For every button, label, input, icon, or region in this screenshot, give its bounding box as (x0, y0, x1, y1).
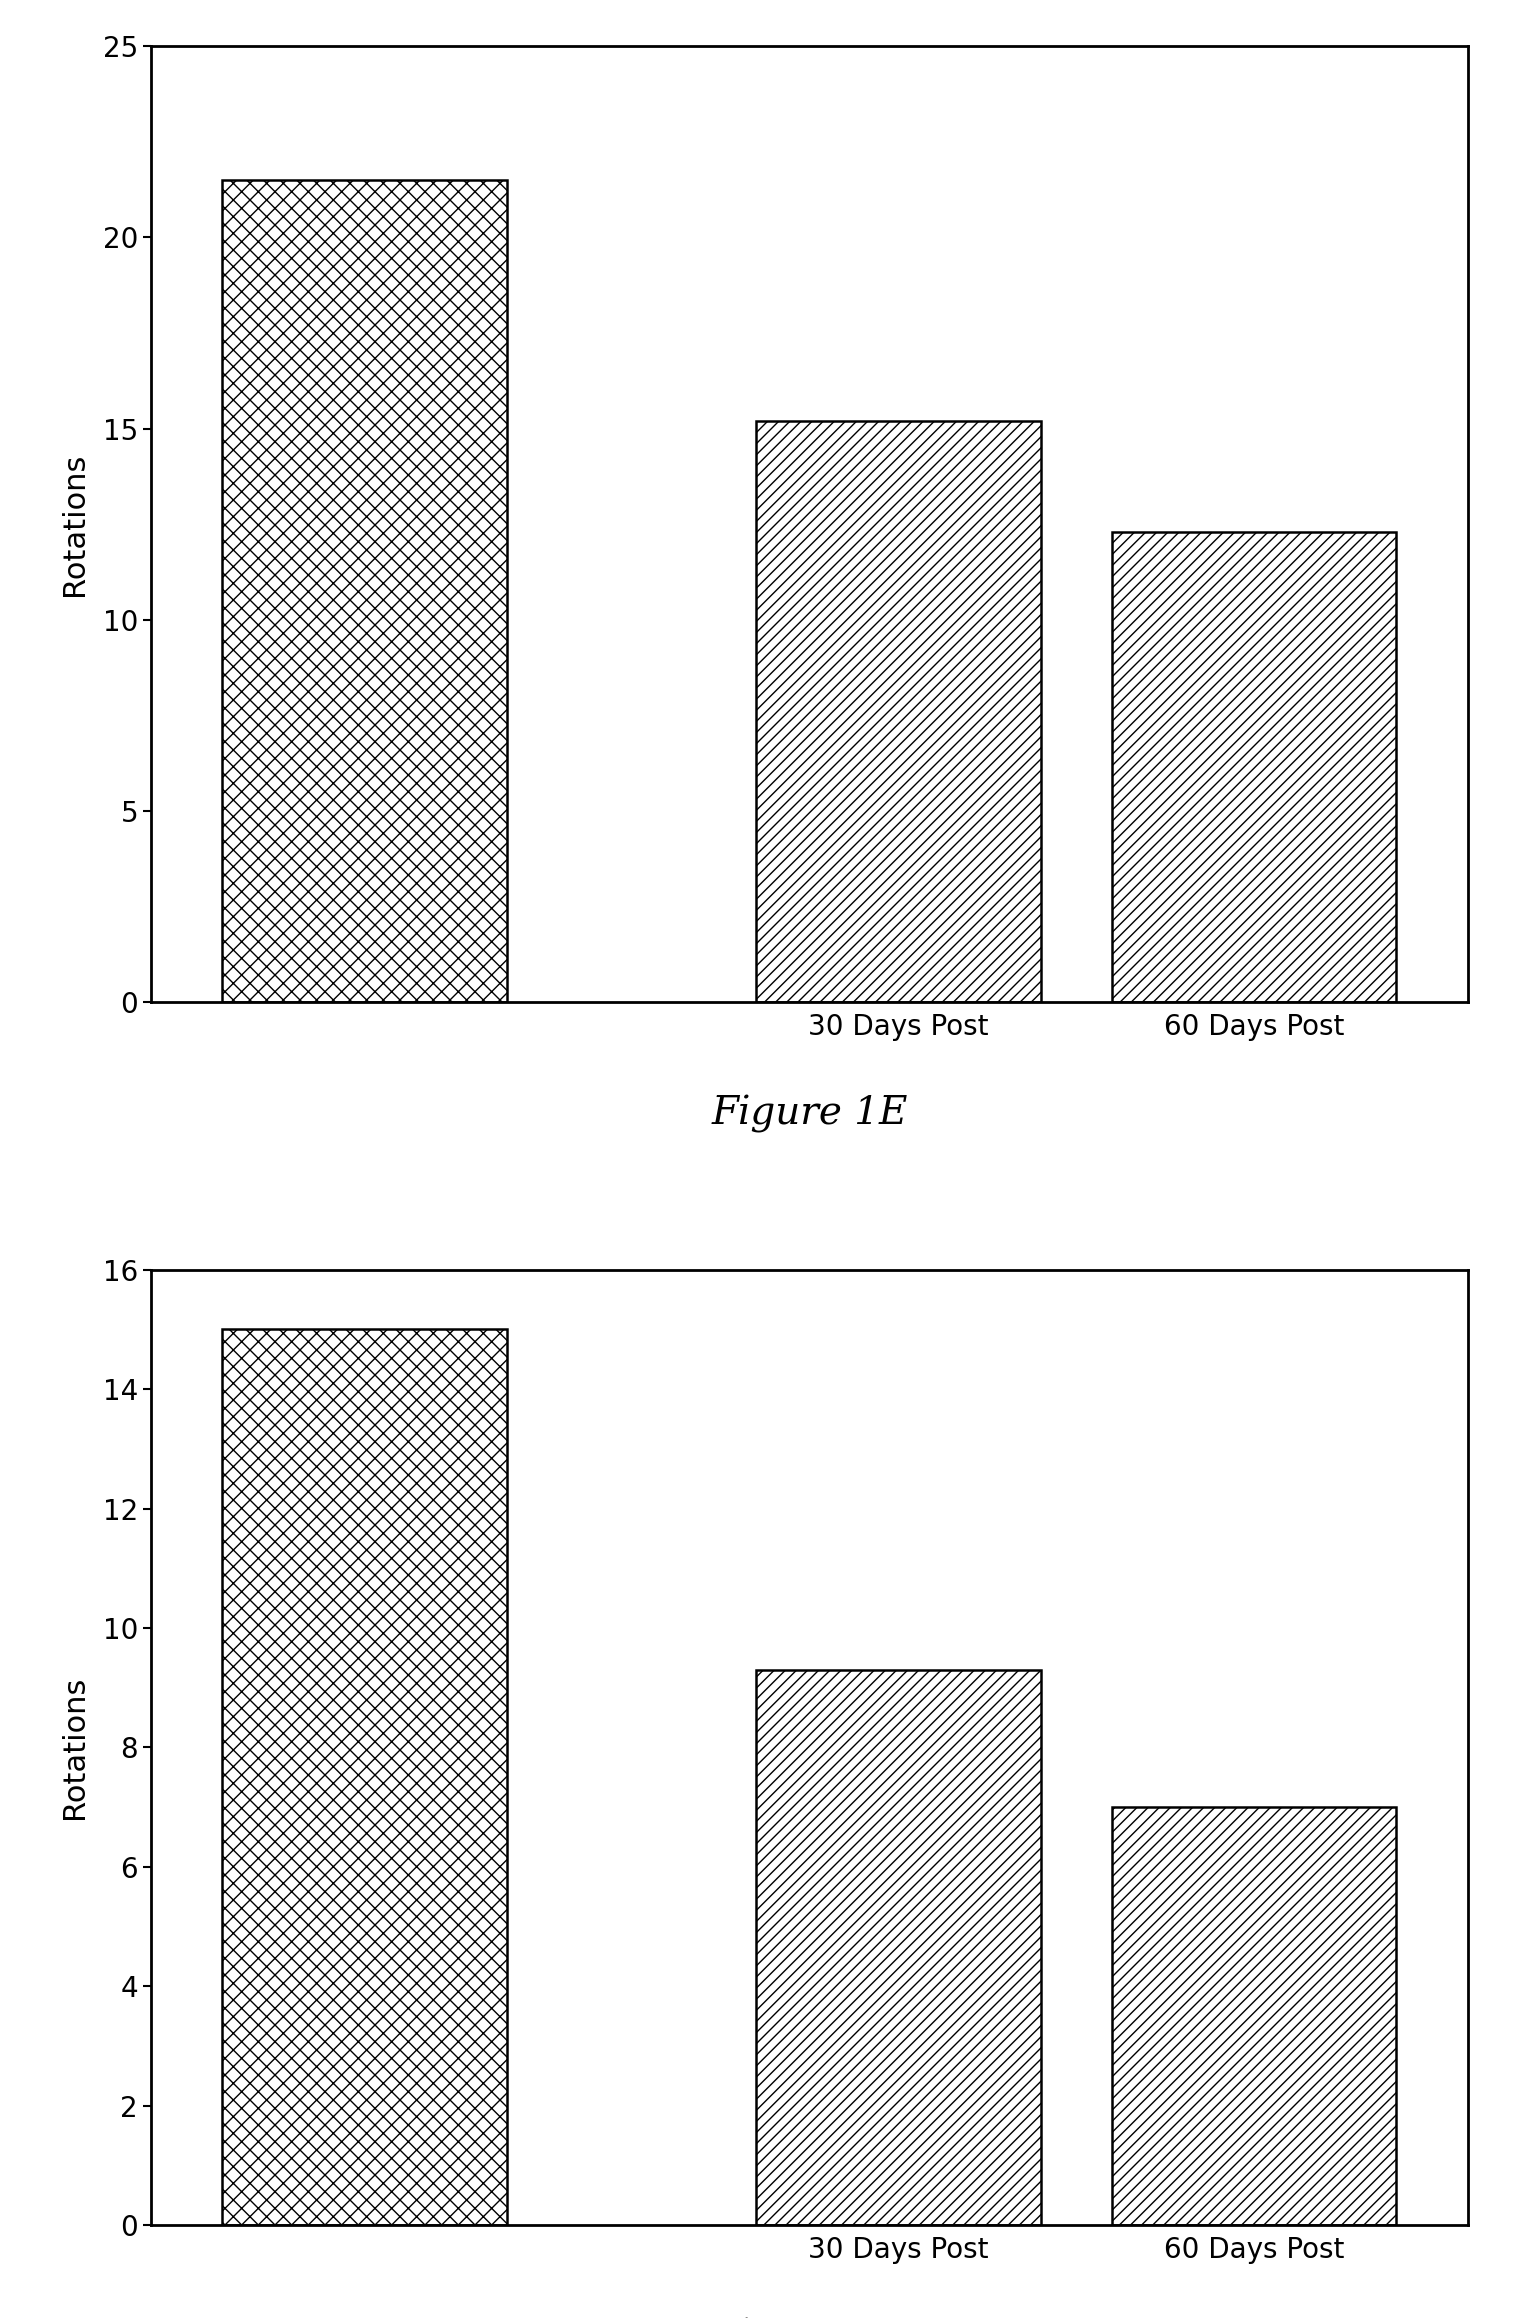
Bar (756, 422, 1041, 1001)
Y-axis label: Rotations: Rotations (61, 1676, 89, 1820)
Bar (756, 1669, 1041, 2225)
Bar (222, 181, 507, 1001)
Y-axis label: Rotations: Rotations (61, 452, 89, 596)
Bar (1112, 1808, 1396, 2225)
Text: Figure 1E: Figure 1E (711, 1094, 908, 1134)
Bar (1112, 531, 1396, 1001)
Bar (222, 1328, 507, 2225)
